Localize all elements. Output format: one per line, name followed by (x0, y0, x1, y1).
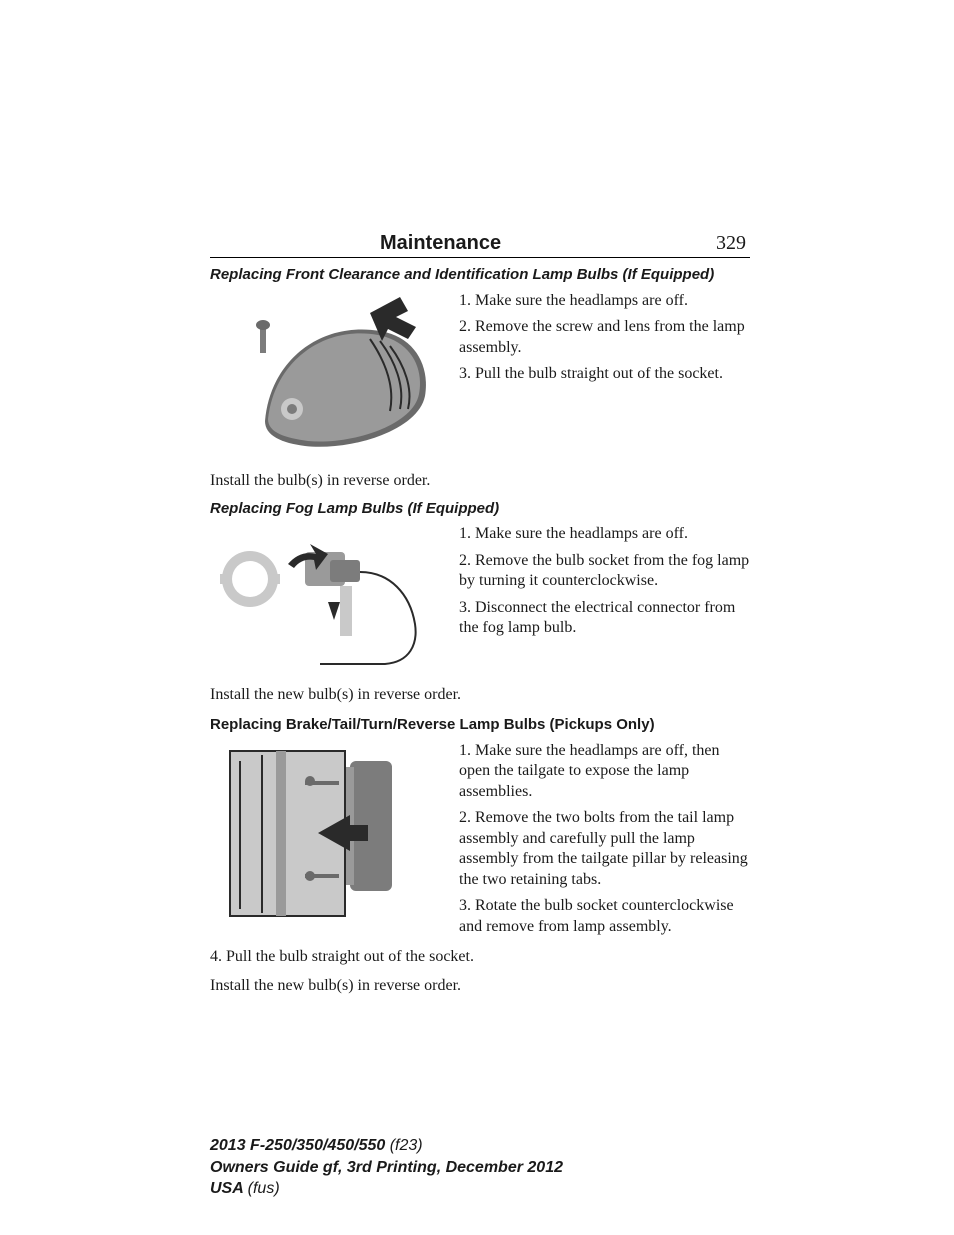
install-note: Install the new bulb(s) in reverse order… (210, 976, 750, 997)
steps-clearance-lamp: 1. Make sure the headlamps are off. 2. R… (459, 291, 750, 461)
footer-line-2: Owners Guide gf, 3rd Printing, December … (210, 1157, 750, 1179)
step: 1. Make sure the headlamps are off. (459, 291, 750, 311)
running-header: Maintenance 329 (210, 232, 750, 258)
figure-clearance-lamp (210, 291, 445, 461)
footer-region: USA (210, 1180, 248, 1197)
page-number: 329 (716, 232, 750, 255)
section-heading-fog-lamp: Replacing Fog Lamp Bulbs (If Equipped) (210, 500, 750, 519)
figure-fog-lamp (210, 524, 445, 679)
step: 2. Remove the screw and lens from the la… (459, 317, 750, 358)
section-fog-lamp: 1. Make sure the headlamps are off. 2. R… (210, 524, 750, 679)
steps-fog-lamp: 1. Make sure the headlamps are off. 2. R… (459, 524, 750, 679)
section-clearance-lamp: 1. Make sure the headlamps are off. 2. R… (210, 291, 750, 461)
step: 4. Pull the bulb straight out of the soc… (210, 947, 750, 968)
step: 2. Remove the bulb socket from the fog l… (459, 551, 750, 592)
footer: 2013 F-250/350/450/550 (f23) Owners Guid… (210, 1135, 750, 1200)
install-note: Install the bulb(s) in reverse order. (210, 471, 750, 492)
section-heading-clearance-lamp: Replacing Front Clearance and Identifica… (210, 266, 750, 285)
install-note: Install the new bulb(s) in reverse order… (210, 685, 750, 706)
figure-tail-lamp (210, 741, 445, 926)
footer-model: 2013 F-250/350/450/550 (210, 1137, 390, 1154)
step: 3. Rotate the bulb socket counterclockwi… (459, 896, 750, 937)
chapter-title: Maintenance (380, 232, 501, 255)
step: 1. Make sure the headlamps are off, then… (459, 741, 750, 802)
footer-region-code: (fus) (248, 1180, 280, 1197)
step: 2. Remove the two bolts from the tail la… (459, 808, 750, 890)
section-heading-tail-lamp: Replacing Brake/Tail/Turn/Reverse Lamp B… (210, 716, 750, 735)
footer-line-1: 2013 F-250/350/450/550 (f23) (210, 1135, 750, 1157)
step: 1. Make sure the headlamps are off. (459, 524, 750, 544)
footer-line-3: USA (fus) (210, 1178, 750, 1200)
page-body: Maintenance 329 Replacing Front Clearanc… (210, 232, 750, 1005)
step: 3. Disconnect the electrical connector f… (459, 598, 750, 639)
steps-tail-lamp: 1. Make sure the headlamps are off, then… (459, 741, 750, 943)
footer-code: (f23) (390, 1137, 423, 1154)
section-tail-lamp: 1. Make sure the headlamps are off, then… (210, 741, 750, 943)
step: 3. Pull the bulb straight out of the soc… (459, 364, 750, 384)
